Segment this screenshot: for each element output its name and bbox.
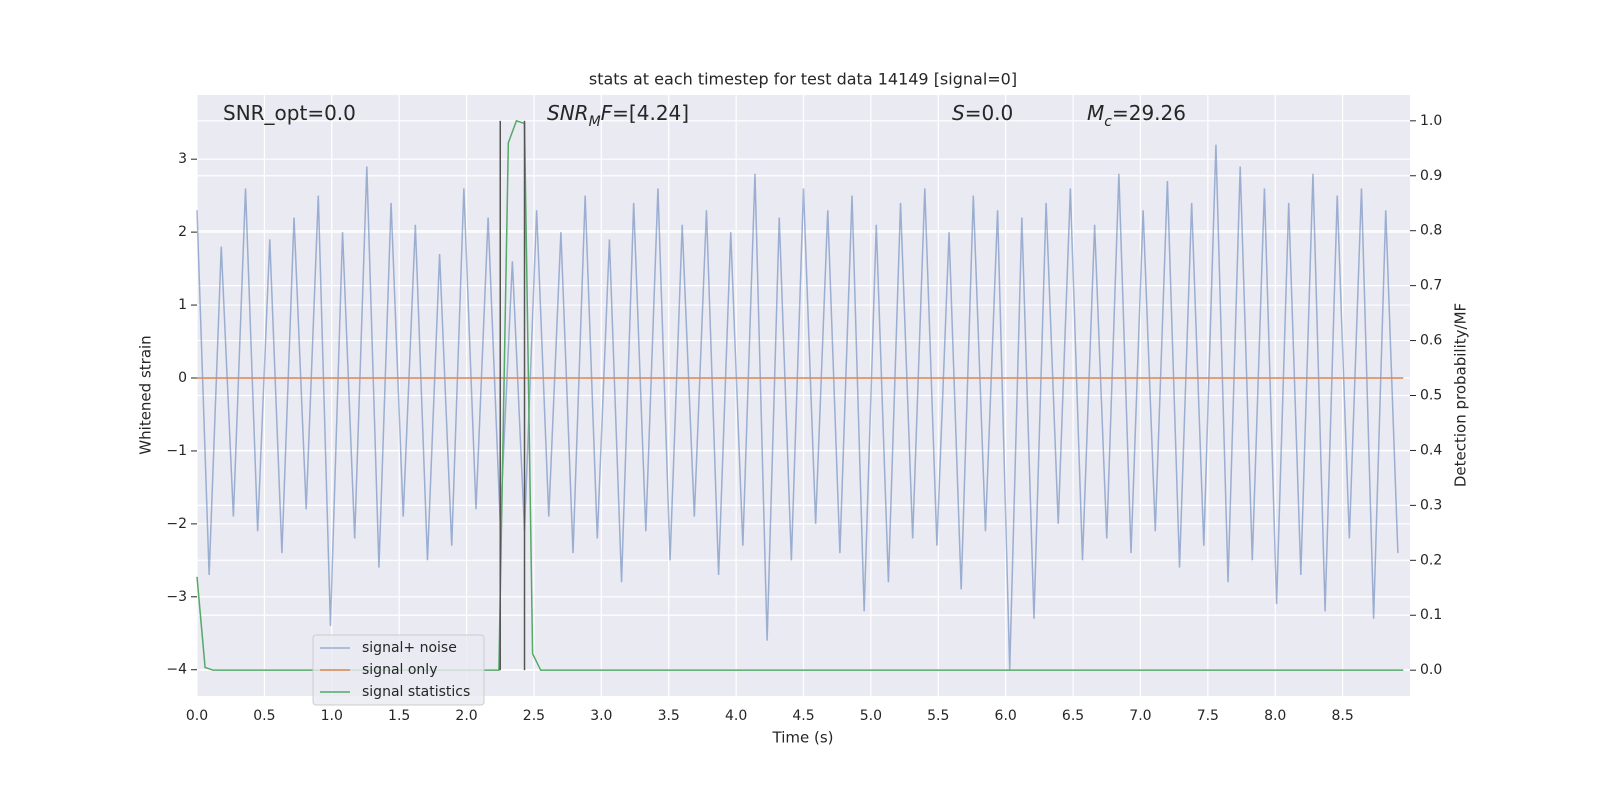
x-tick-label: 7.0: [1129, 708, 1151, 724]
x-tick-label: 4.0: [725, 708, 747, 724]
annotation-part: c: [1104, 114, 1112, 130]
annotation-part: S: [952, 101, 965, 125]
chart-title: stats at each timestep for test data 141…: [589, 70, 1017, 89]
series-line: [196, 144, 1399, 670]
legend-label: signal only: [362, 662, 437, 678]
y-tick-label: 1: [178, 297, 187, 313]
y-tick-label: 2: [178, 224, 187, 240]
y2-axis-label: Detection probability/MF: [1452, 303, 1470, 487]
y2-tick-label: 0.8: [1420, 223, 1442, 239]
x-tick-label: 0.5: [253, 708, 275, 724]
y2-tick-label: 0.7: [1420, 278, 1442, 294]
x-tick-label: 7.5: [1197, 708, 1219, 724]
x-tick-label: 8.5: [1331, 708, 1353, 724]
x-tick-label: 0.0: [186, 708, 208, 724]
annotation: SNR_opt=0.0: [223, 101, 356, 125]
x-tick-label: 2.0: [455, 708, 477, 724]
annotation: S=0.0: [952, 101, 1013, 125]
y-tick-label: −4: [166, 662, 187, 678]
x-tick-label: 2.5: [523, 708, 545, 724]
y2-tick-label: 0.6: [1420, 333, 1442, 349]
annotation-part: SNR: [547, 101, 589, 125]
x-tick-label: 5.5: [927, 708, 949, 724]
y2-tick-label: 0.4: [1420, 442, 1442, 458]
x-tick-label: 3.0: [590, 708, 612, 724]
x-tick-label: 8.0: [1264, 708, 1286, 724]
annotation-part: =[4.24]: [612, 101, 689, 125]
x-tick-label: 5.0: [860, 708, 882, 724]
annotation: Mc=29.26: [1087, 101, 1186, 131]
legend-label: signal+ noise: [362, 640, 457, 656]
annotation-part: F: [601, 101, 613, 125]
legend-box: [312, 634, 485, 706]
y-axis-label: Whitened strain: [137, 335, 155, 454]
series-line: [196, 119, 1404, 671]
annotation-part: SNR_opt=0.0: [223, 101, 356, 125]
y-tick-label: 3: [178, 151, 187, 167]
annotation-part: =0.0: [965, 101, 1014, 125]
annotation-part: M: [589, 114, 601, 130]
annotation: SNRMF=[4.24]: [547, 101, 689, 131]
x-tick-label: 4.5: [792, 708, 814, 724]
x-tick-label: 6.5: [1062, 708, 1084, 724]
x-axis-label: Time (s): [772, 729, 834, 747]
y-tick-label: 0: [178, 370, 187, 386]
legend: signal+ noise signal only signal statistic…: [312, 634, 485, 706]
y2-tick-label: 0.1: [1420, 607, 1442, 623]
x-tick-label: 1.0: [321, 708, 343, 724]
x-tick-label: 3.5: [658, 708, 680, 724]
x-tick-label: 1.5: [388, 708, 410, 724]
y2-tick-label: 0.2: [1420, 552, 1442, 568]
legend-label: signal statistics: [362, 684, 470, 700]
y-tick-label: −3: [166, 589, 187, 605]
y-tick-label: −2: [166, 516, 187, 532]
y2-tick-label: 1.0: [1420, 113, 1442, 129]
annotation-part: =29.26: [1112, 101, 1186, 125]
y2-tick-label: 0.3: [1420, 497, 1442, 513]
y2-tick-label: 0.5: [1420, 388, 1442, 404]
y-tick-label: −1: [166, 443, 187, 459]
annotation-part: M: [1087, 101, 1104, 125]
y2-tick-label: 0.9: [1420, 168, 1442, 184]
x-tick-label: 6.0: [995, 708, 1017, 724]
y2-tick-label: 0.0: [1420, 662, 1442, 678]
